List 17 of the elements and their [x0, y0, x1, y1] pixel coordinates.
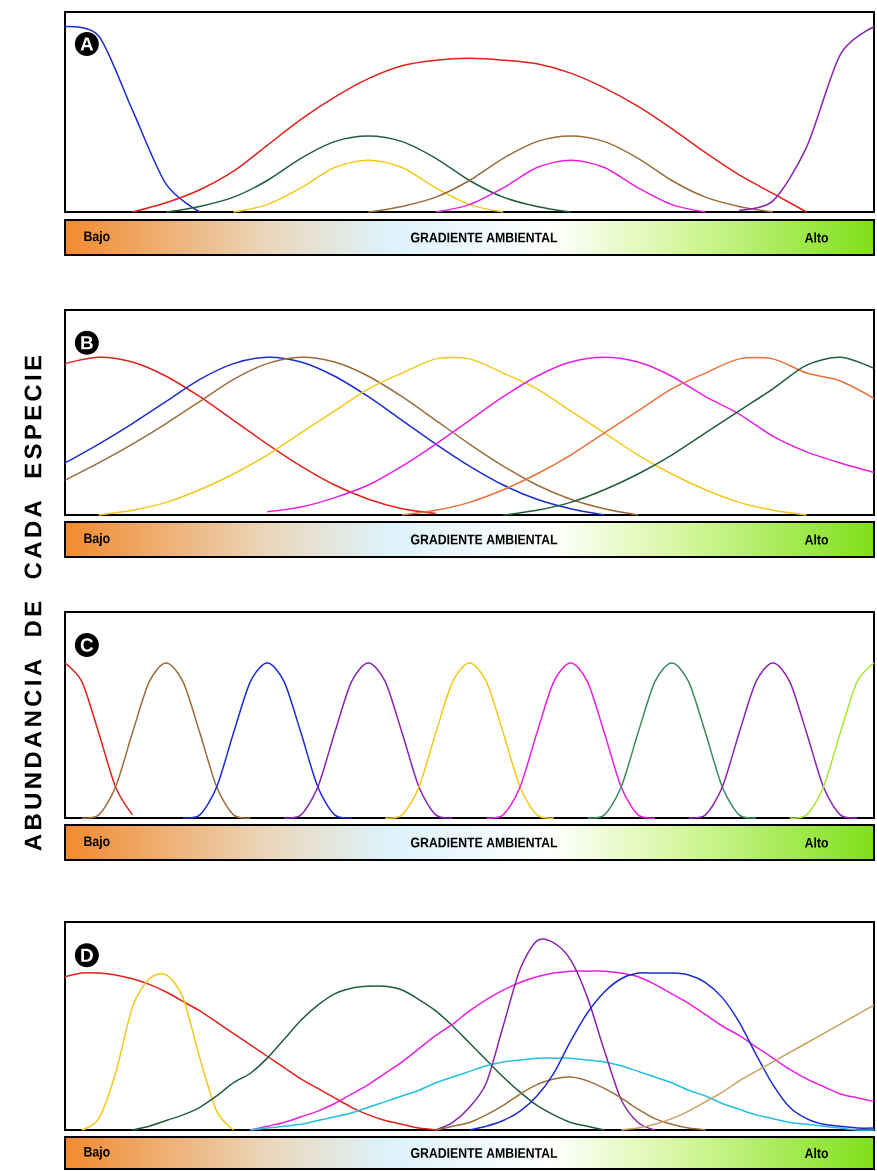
x-axis-title: GRADIENTE AMBIENTAL	[410, 232, 558, 243]
chart-title: C	[80, 638, 94, 652]
chart-title: B	[81, 336, 93, 350]
chart-title: D	[81, 948, 93, 962]
x-axis-title: GRADIENTE AMBIENTAL	[410, 837, 558, 848]
chart-title: A	[80, 37, 94, 51]
text: Bajo	[84, 532, 110, 546]
text: Alto	[804, 837, 829, 848]
text: Bajo	[84, 230, 110, 244]
text: Bajo	[84, 835, 110, 849]
x-axis-title: GRADIENTE AMBIENTAL	[410, 534, 558, 545]
x-axis-title: GRADIENTE AMBIENTAL	[410, 1148, 558, 1158]
text: Alto	[804, 1147, 829, 1159]
y-axis-title: ABUNDANCIA DE CADA ESPECIE	[24, 355, 42, 851]
text: Alto	[804, 232, 829, 243]
text: Bajo	[84, 1146, 110, 1160]
text: Alto	[804, 534, 829, 545]
